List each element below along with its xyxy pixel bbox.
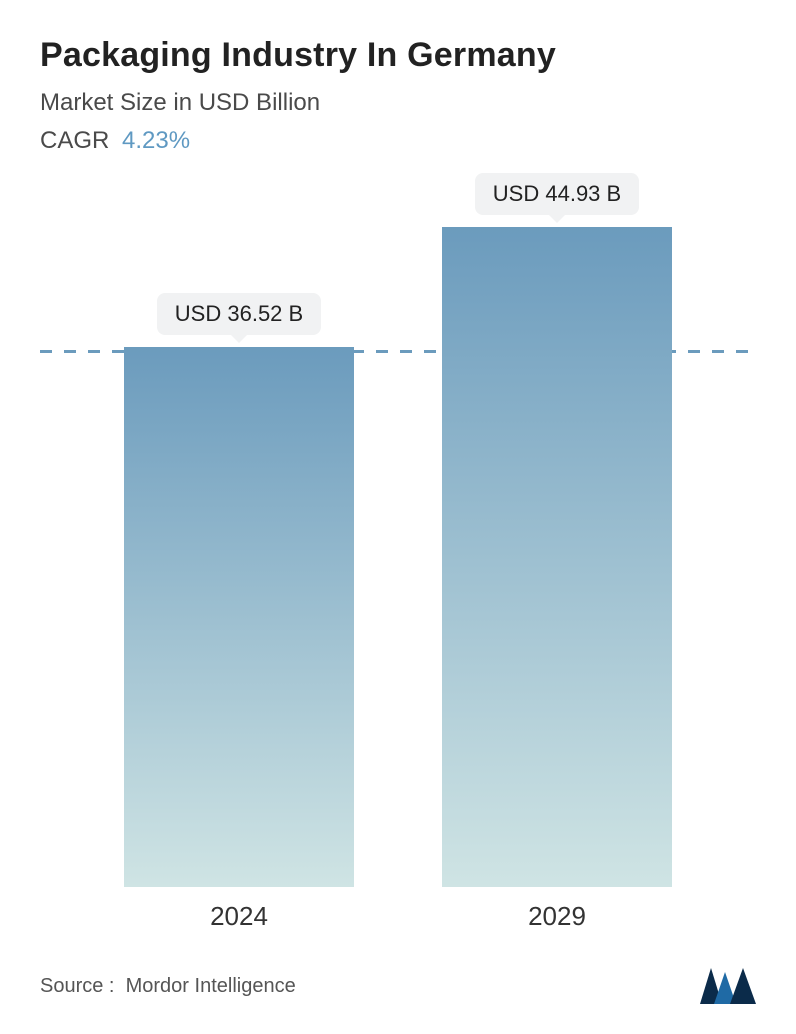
x-axis: 2024 2029 xyxy=(40,887,756,932)
chart-subtitle: Market Size in USD Billion xyxy=(40,89,756,117)
bar-1 xyxy=(442,227,672,887)
bar-0 xyxy=(124,347,354,887)
chart-container: Packaging Industry In Germany Market Siz… xyxy=(0,0,796,1034)
source-value: Mordor Intelligence xyxy=(126,975,296,997)
bars-wrap: USD 36.52 B USD 44.93 B xyxy=(40,195,756,887)
value-pill-0: USD 36.52 B xyxy=(157,293,321,335)
cagr-value: 4.23% xyxy=(122,127,190,154)
source-text: Source : Mordor Intelligence xyxy=(40,975,296,998)
cagr-line: CAGR 4.23% xyxy=(40,127,756,155)
bar-col-1: USD 44.93 B xyxy=(442,173,672,887)
x-label-1: 2029 xyxy=(442,901,672,932)
chart-area: USD 36.52 B USD 44.93 B xyxy=(40,195,756,887)
footer: Source : Mordor Intelligence xyxy=(40,968,756,1004)
bar-col-0: USD 36.52 B xyxy=(124,293,354,887)
source-label: Source : xyxy=(40,975,114,997)
value-pill-1: USD 44.93 B xyxy=(475,173,639,215)
brand-logo-icon xyxy=(700,968,756,1004)
chart-title: Packaging Industry In Germany xyxy=(40,36,756,75)
x-label-0: 2024 xyxy=(124,901,354,932)
cagr-label: CAGR xyxy=(40,127,109,154)
